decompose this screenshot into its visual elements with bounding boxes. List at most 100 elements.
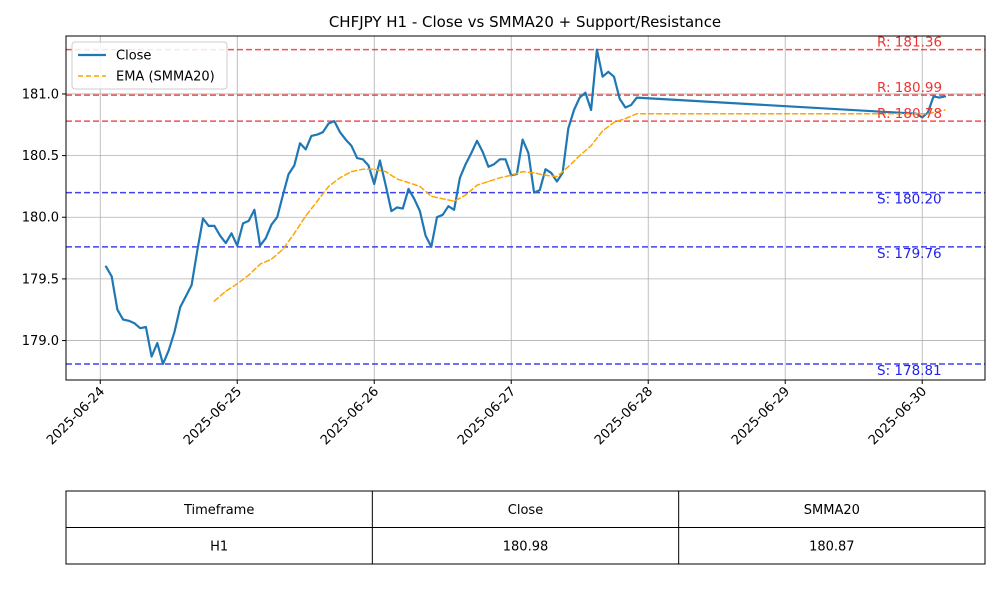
- smma20-point: [270, 258, 273, 260]
- chart-title: CHFJPY H1 - Close vs SMMA20 + Support/Re…: [329, 13, 721, 31]
- close-point: [282, 194, 284, 196]
- close-point: [248, 220, 250, 222]
- smma20-point: [248, 274, 250, 276]
- close-point: [259, 245, 261, 247]
- smma20-point: [236, 283, 238, 285]
- table-cell: 180.87: [809, 539, 855, 554]
- close-point: [162, 363, 164, 365]
- smma20-point: [430, 195, 432, 197]
- smma20-point: [927, 113, 929, 115]
- close-point: [179, 306, 181, 308]
- close-point: [333, 120, 335, 122]
- close-point: [465, 163, 467, 165]
- close-point: [191, 284, 193, 286]
- close-point: [550, 172, 552, 174]
- close-point: [430, 246, 432, 248]
- smma20-point: [510, 174, 512, 176]
- close-point: [482, 151, 484, 153]
- table-cell: H1: [210, 539, 228, 554]
- smma20-point: [293, 232, 295, 234]
- y-tick-label: 179.0: [22, 334, 59, 349]
- level-labels: R: 181.36 R: 180.99 R: 180.78 S: 180.20 S: 1…: [877, 35, 942, 379]
- resistance-label: R: 180.99: [877, 80, 942, 96]
- close-point: [270, 224, 273, 226]
- close-point: [128, 320, 130, 322]
- y-tick-label: 180.5: [22, 149, 59, 164]
- close-point: [151, 356, 153, 358]
- close-point: [116, 309, 118, 311]
- smma20-point: [339, 177, 341, 179]
- close-point: [350, 145, 352, 147]
- table-header-cell: Close: [508, 503, 543, 518]
- close-point: [293, 164, 295, 167]
- smma20-point: [350, 171, 352, 173]
- close-point: [242, 222, 244, 224]
- smma20-point: [373, 168, 375, 170]
- close-point: [938, 97, 940, 99]
- close-point: [613, 76, 615, 78]
- close-point: [419, 210, 421, 212]
- close-point: [476, 140, 478, 142]
- smma20-point: [282, 248, 284, 250]
- smma20-point: [938, 110, 940, 112]
- grid-lines: [66, 36, 985, 380]
- close-point: [356, 157, 358, 159]
- close-point: [367, 164, 370, 167]
- close-point: [345, 139, 347, 141]
- close-point: [453, 209, 455, 211]
- close-point: [567, 127, 569, 130]
- support-label: S: 179.76: [877, 246, 942, 262]
- smma20-point: [465, 194, 467, 196]
- close-point: [185, 295, 187, 297]
- smma20-point: [590, 145, 592, 147]
- smma20-point: [419, 185, 421, 187]
- smma20-point: [613, 121, 615, 123]
- close-point: [619, 98, 621, 100]
- smma20-point: [487, 180, 489, 183]
- close-point: [436, 216, 438, 218]
- smma20-point: [362, 168, 364, 170]
- close-point: [533, 192, 535, 194]
- smma20-point: [556, 176, 558, 178]
- support-label: S: 180.20: [877, 192, 942, 208]
- close-point: [196, 249, 198, 252]
- close-point: [425, 235, 427, 237]
- smma20-point: [567, 166, 569, 168]
- close-point: [133, 322, 136, 324]
- close-point: [236, 245, 238, 247]
- close-point: [596, 49, 598, 51]
- close-point: [493, 163, 495, 165]
- smma20-point: [533, 172, 535, 174]
- close-point: [944, 95, 946, 97]
- smma20-point: [442, 198, 444, 200]
- close-point: [373, 183, 375, 185]
- close-point: [213, 225, 215, 227]
- resistance-label: R: 180.78: [877, 106, 942, 122]
- close-point: [225, 242, 227, 244]
- table-header-cell: Timeframe: [183, 503, 254, 518]
- close-point: [396, 206, 398, 208]
- close-point: [299, 142, 301, 144]
- smma20-point: [396, 178, 398, 180]
- close-point: [459, 177, 461, 179]
- close-point: [544, 168, 547, 170]
- smma20-point: [499, 177, 501, 179]
- close-point: [556, 180, 558, 183]
- close-point: [442, 214, 444, 216]
- resistance-label: R: 181.36: [877, 35, 942, 51]
- close-point: [276, 216, 278, 218]
- close-point: [447, 205, 449, 207]
- close-point: [607, 71, 609, 73]
- smma20-point: [316, 200, 318, 202]
- close-point: [522, 139, 524, 141]
- table-header-cell: SMMA20: [804, 503, 860, 518]
- close-point: [139, 327, 141, 329]
- smma20-point: [476, 184, 478, 186]
- close-point: [328, 122, 330, 125]
- close-point: [362, 158, 364, 160]
- close-point: [636, 97, 638, 99]
- close-point: [630, 104, 632, 106]
- smma20-point: [624, 118, 627, 120]
- data-series: [104, 48, 947, 366]
